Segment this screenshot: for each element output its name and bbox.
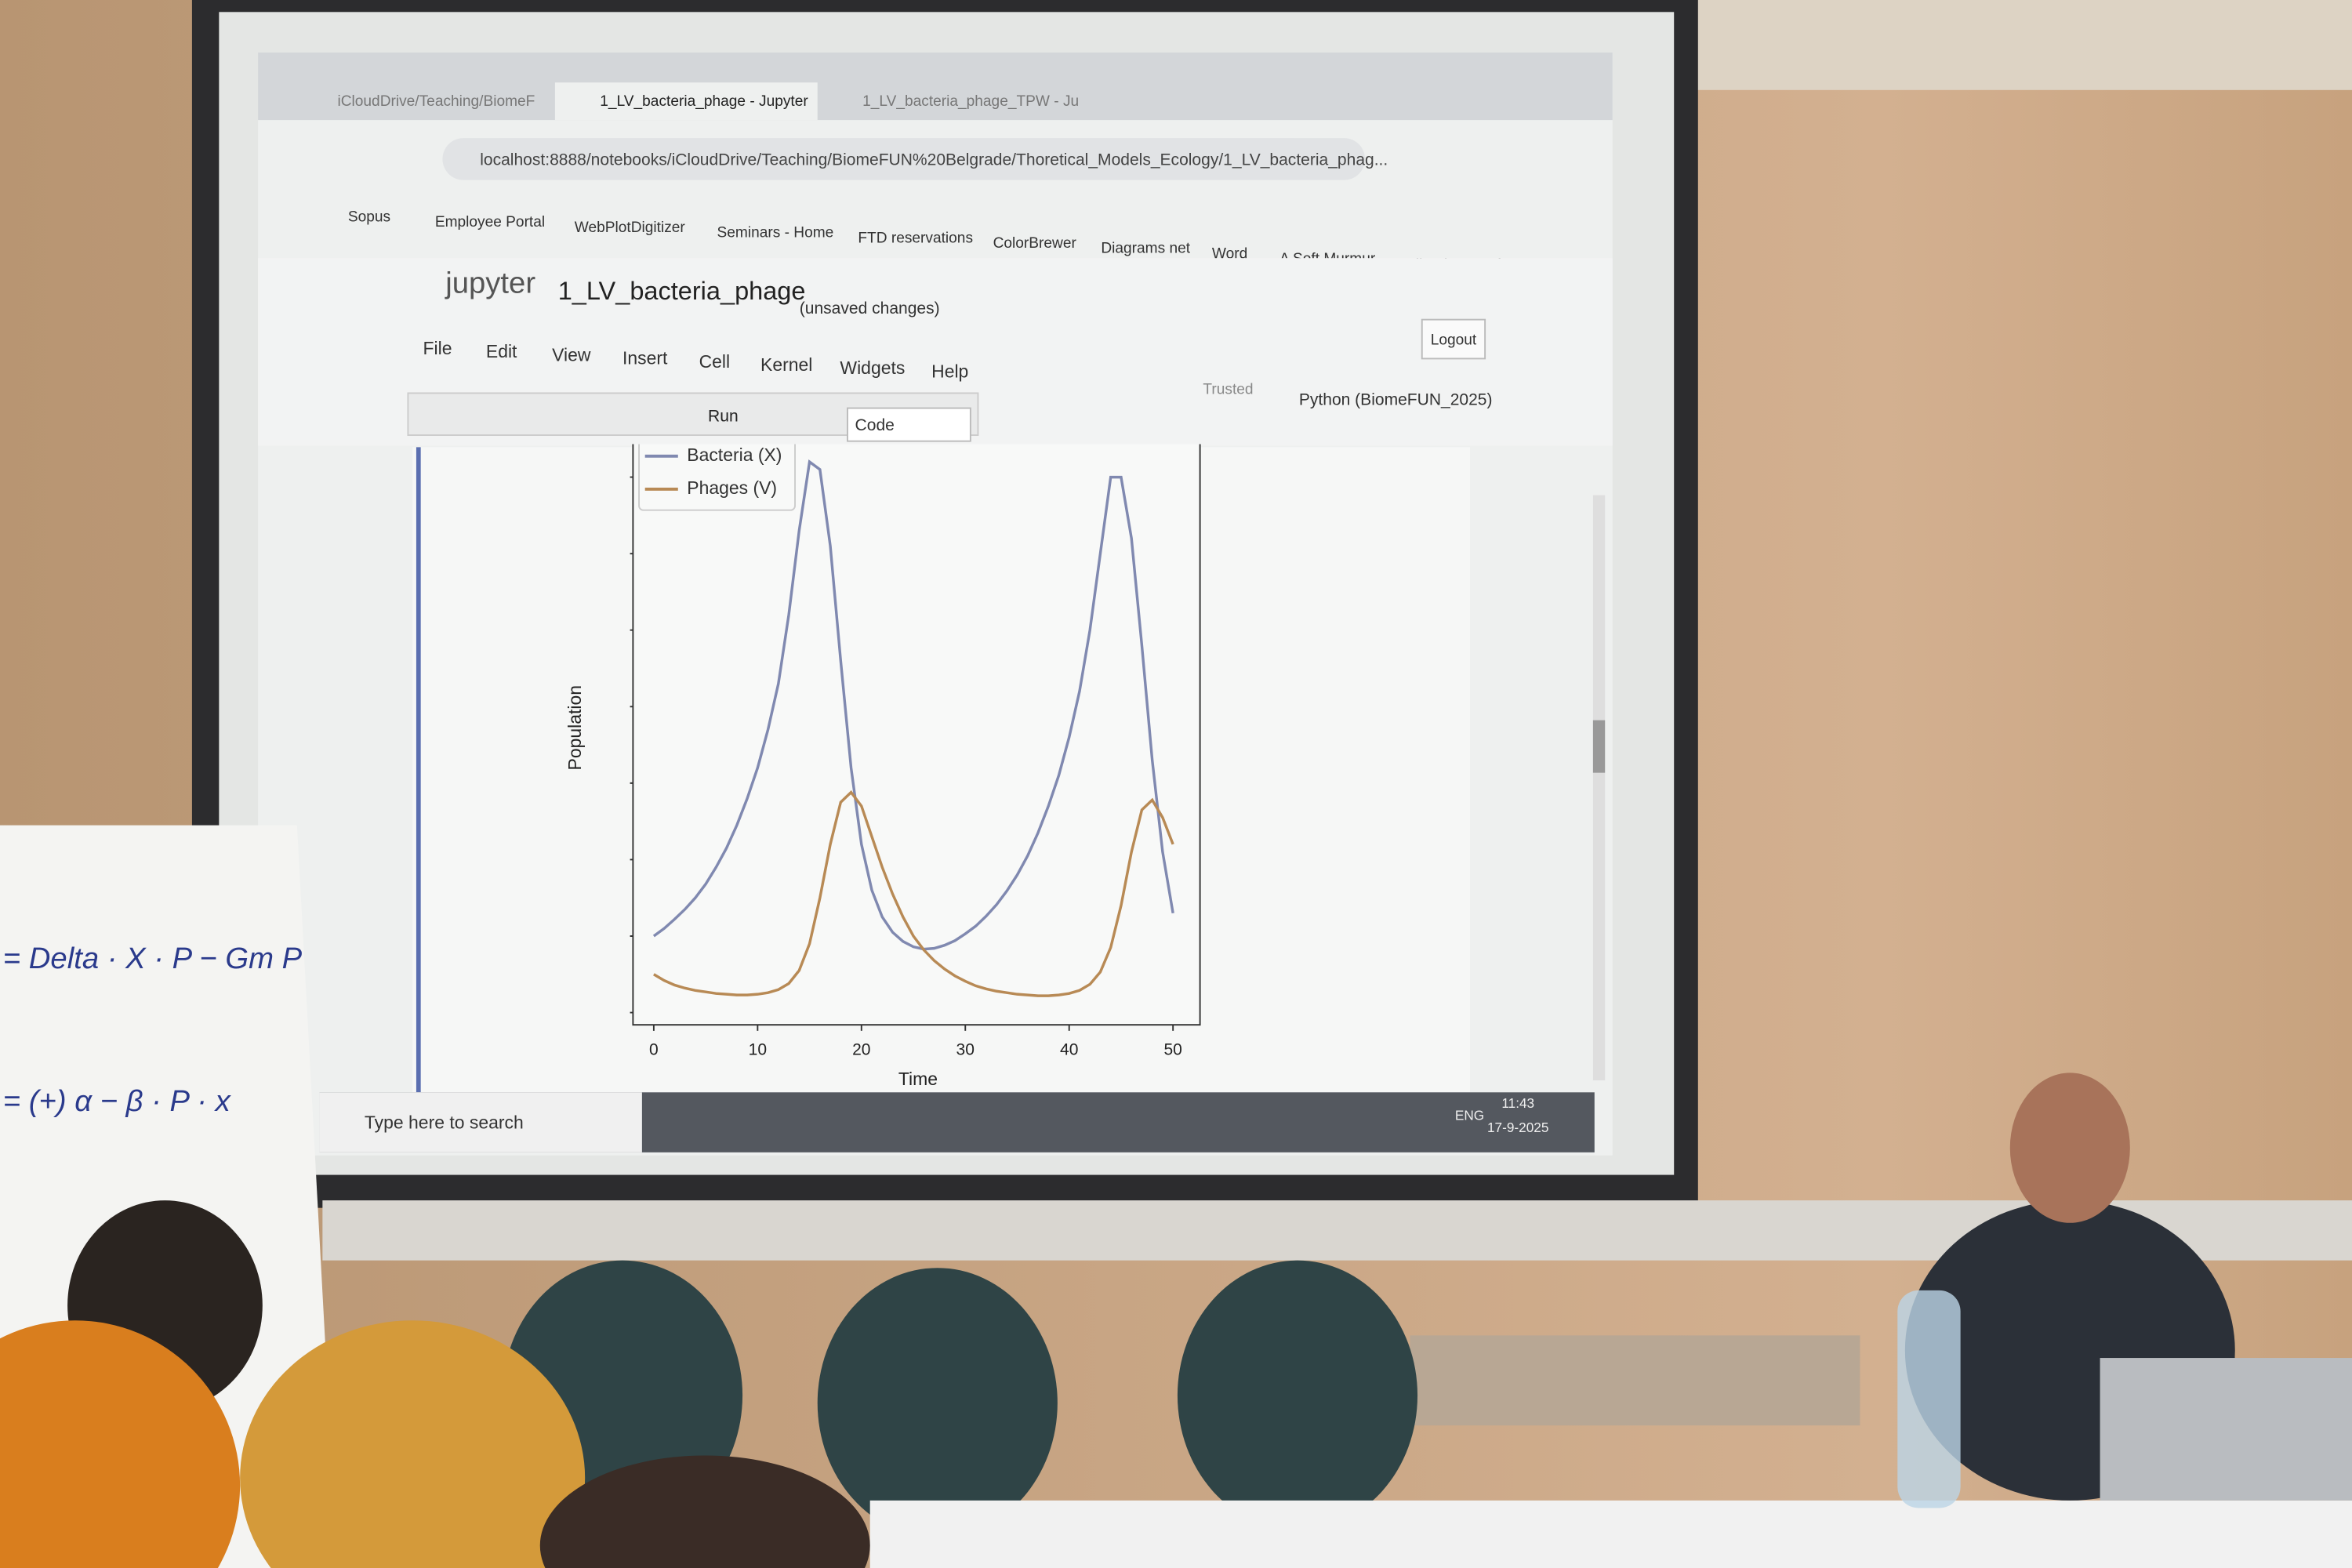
bookmark[interactable]: FTD reservations xyxy=(858,230,973,246)
whiteboard-line: = (+) α − β · P · x xyxy=(3,1084,232,1118)
kernel-name: Python (BiomeFUN_2025) xyxy=(1299,391,1493,409)
logout-label: Logout xyxy=(1431,332,1477,348)
menu-item[interactable]: Widgets xyxy=(840,358,905,378)
chair xyxy=(817,1268,1058,1538)
notebook-name[interactable]: 1_LV_bacteria_phage xyxy=(558,277,806,305)
x-tick-label: 10 xyxy=(749,1040,767,1058)
series-line xyxy=(653,789,1174,997)
tab-title[interactable]: 1_LV_bacteria_phage - Jupyter xyxy=(600,93,808,110)
run-label[interactable]: Run xyxy=(708,408,739,426)
x-tick-label: 20 xyxy=(852,1040,870,1058)
audience-member xyxy=(240,1320,586,1568)
bookmark[interactable]: Diagrams net xyxy=(1101,241,1190,257)
legend-box xyxy=(638,444,796,511)
bookmark[interactable]: Seminars - Home xyxy=(717,225,834,241)
chair xyxy=(1177,1260,1418,1531)
tab-bar xyxy=(258,52,1613,121)
legend-label: Phages (V) xyxy=(687,477,777,498)
plot-area xyxy=(632,444,1201,1026)
x-axis-label: Time xyxy=(898,1069,938,1089)
x-tick-label: 0 xyxy=(649,1040,659,1058)
menu-item[interactable]: View xyxy=(552,344,591,365)
menu-item[interactable]: File xyxy=(423,338,452,358)
bookmark[interactable]: ColorBrewer xyxy=(993,235,1077,252)
clock-time: 11:43 xyxy=(1501,1095,1534,1111)
browser: iCloudDrive/Teaching/BiomeF 1_LV_bacteria… xyxy=(258,52,1613,1156)
menu-item[interactable]: Cell xyxy=(699,351,731,372)
radiator xyxy=(1410,1335,1860,1426)
active-tab[interactable] xyxy=(554,82,818,121)
presenter-head xyxy=(2009,1073,2130,1223)
search-placeholder: Type here to search xyxy=(365,1112,524,1133)
cell-type: Code xyxy=(855,416,895,434)
x-tick-label: 30 xyxy=(956,1040,975,1058)
menu-item[interactable]: Insert xyxy=(622,348,668,368)
search-box[interactable] xyxy=(319,1092,642,1152)
scroll-thumb[interactable] xyxy=(1592,720,1606,773)
trusted: Trusted xyxy=(1203,382,1253,398)
language: ENG xyxy=(1455,1107,1484,1123)
bookmark[interactable]: WebPlotDigitizer xyxy=(575,220,686,236)
menu-item[interactable]: Kernel xyxy=(760,354,812,375)
save-status: (unsaved changes) xyxy=(800,299,940,318)
logout-button[interactable] xyxy=(1421,318,1486,360)
menu-item[interactable]: Edit xyxy=(486,341,517,361)
x-tick-label: 40 xyxy=(1060,1040,1078,1058)
table xyxy=(869,1500,2352,1568)
bookmark[interactable]: Employee Portal xyxy=(435,214,545,230)
y-axis-label: Population xyxy=(564,685,585,771)
laptop xyxy=(2100,1358,2352,1501)
clock-date: 17-9-2025 xyxy=(1487,1120,1549,1135)
series-line xyxy=(652,459,1174,951)
x-tick-label: 50 xyxy=(1163,1040,1181,1058)
url: localhost:8888/notebooks/iCloudDrive/Tea… xyxy=(480,151,1388,169)
whiteboard-line: = Delta · X · P − Gm P xyxy=(3,942,303,975)
ceiling xyxy=(1694,0,2352,90)
menu-item[interactable]: Help xyxy=(931,361,968,381)
scrollbar[interactable] xyxy=(1592,495,1606,1080)
audience-member xyxy=(539,1455,870,1568)
tab-title[interactable]: iCloudDrive/Teaching/BiomeF xyxy=(337,93,535,110)
tab-title[interactable]: 1_LV_bacteria_phage_TPW - Ju xyxy=(862,93,1079,110)
jupyter-logo: jupyter xyxy=(445,267,535,300)
address-bar[interactable] xyxy=(442,138,1366,180)
bookmark[interactable]: Sopus xyxy=(348,209,390,226)
cell-type-select[interactable] xyxy=(847,407,971,442)
legend-label: Bacteria (X) xyxy=(687,445,782,465)
audience-member xyxy=(0,1320,241,1568)
water-bottle xyxy=(1897,1290,1961,1508)
